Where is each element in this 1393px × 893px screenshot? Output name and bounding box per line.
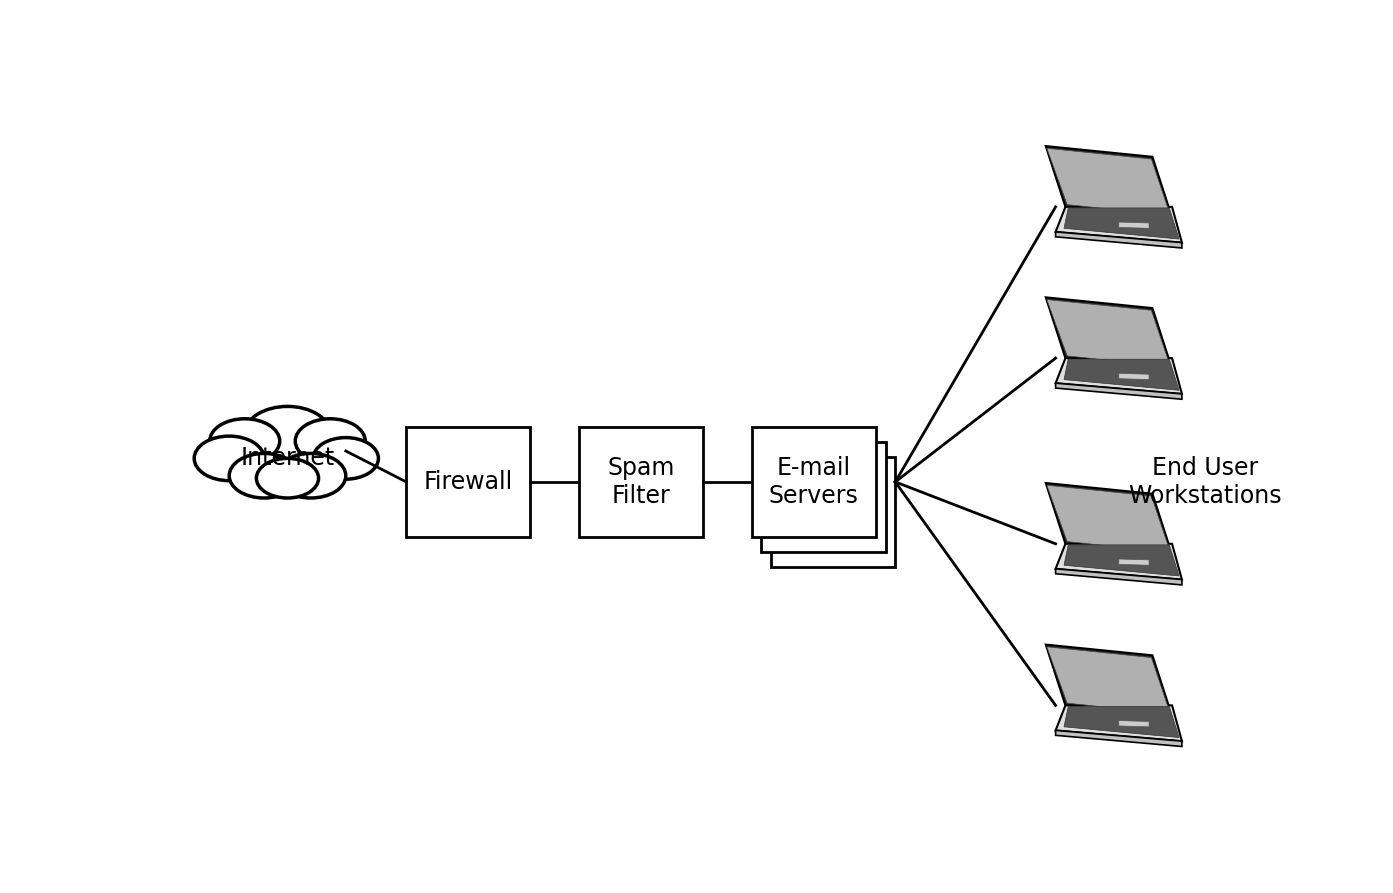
Circle shape [256,458,319,498]
Bar [762,442,886,552]
Polygon shape [1056,730,1181,747]
Polygon shape [1046,647,1170,714]
Polygon shape [1056,383,1181,399]
Text: Internet: Internet [241,446,334,470]
Text: E-mail
Servers: E-mail Servers [769,456,858,508]
Bar [579,427,703,537]
Circle shape [313,438,379,480]
Text: Firewall: Firewall [423,470,513,494]
Circle shape [210,419,280,463]
Polygon shape [1056,207,1181,243]
Polygon shape [1046,485,1170,552]
Polygon shape [1064,706,1178,738]
Circle shape [245,406,330,461]
Polygon shape [1056,705,1181,741]
Polygon shape [1064,359,1178,390]
Polygon shape [1119,559,1149,565]
Polygon shape [1046,645,1172,716]
Polygon shape [1064,208,1178,239]
Polygon shape [1046,299,1170,367]
Bar [407,427,531,537]
Circle shape [295,419,365,463]
Polygon shape [1056,544,1181,580]
Polygon shape [1064,545,1178,576]
Circle shape [194,436,265,480]
Circle shape [276,454,345,498]
Text: Spam
Filter: Spam Filter [607,456,674,508]
Polygon shape [1056,569,1181,585]
Polygon shape [1119,721,1149,727]
Circle shape [230,454,299,498]
Polygon shape [1046,483,1172,555]
Polygon shape [1046,146,1172,218]
Polygon shape [1056,358,1181,394]
Bar [752,427,876,537]
Polygon shape [1119,373,1149,380]
Bar [772,457,896,567]
Polygon shape [1056,232,1181,248]
Text: End User
Workstations: End User Workstations [1128,456,1282,508]
Polygon shape [1119,222,1149,229]
Polygon shape [1046,148,1170,215]
Polygon shape [1046,297,1172,369]
